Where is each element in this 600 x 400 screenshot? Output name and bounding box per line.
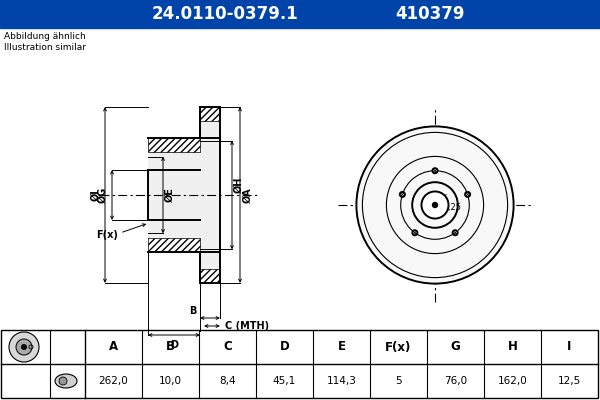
Text: F(x): F(x) [385, 340, 412, 354]
Circle shape [401, 171, 469, 239]
Text: 24.0110-0379.1: 24.0110-0379.1 [152, 5, 298, 23]
Text: 10,0: 10,0 [159, 376, 182, 386]
Text: Abbildung ähnlich: Abbildung ähnlich [4, 32, 86, 41]
Text: F(x): F(x) [96, 230, 118, 240]
Text: 45,1: 45,1 [273, 376, 296, 386]
Circle shape [59, 377, 67, 385]
Bar [0, 0, 600, 28]
Text: 410379: 410379 [395, 5, 465, 23]
Text: C: C [223, 340, 232, 354]
Circle shape [452, 230, 458, 235]
Circle shape [21, 344, 27, 350]
Circle shape [433, 202, 437, 208]
Text: 76,0: 76,0 [444, 376, 467, 386]
Circle shape [9, 332, 39, 362]
Text: 114,3: 114,3 [326, 376, 356, 386]
Text: ØH: ØH [234, 177, 244, 193]
Bar [148, 138, 200, 152]
Ellipse shape [55, 374, 77, 388]
Text: 262,0: 262,0 [98, 376, 128, 386]
Text: ØA: ØA [243, 187, 253, 203]
Text: 5: 5 [395, 376, 402, 386]
Text: 8,4: 8,4 [219, 376, 236, 386]
Text: ØE: ØE [165, 188, 175, 202]
Bar [200, 269, 220, 283]
Bar [200, 107, 220, 121]
Circle shape [400, 192, 405, 197]
Circle shape [412, 230, 418, 235]
Text: A: A [109, 340, 118, 354]
Text: 2x
M8x1,25: 2x M8x1,25 [425, 192, 461, 212]
Circle shape [465, 192, 470, 197]
Text: G: G [451, 340, 460, 354]
Bar [148, 238, 200, 252]
Circle shape [421, 192, 449, 218]
Text: D: D [280, 340, 289, 354]
Text: C (MTH): C (MTH) [225, 321, 269, 331]
Bar [200, 107, 220, 283]
Circle shape [362, 132, 508, 278]
Text: D: D [170, 340, 178, 350]
Circle shape [16, 339, 32, 355]
Text: 162,0: 162,0 [497, 376, 527, 386]
Bar [1, 330, 598, 398]
Circle shape [412, 182, 458, 228]
Text: 12,5: 12,5 [558, 376, 581, 386]
Bar [148, 138, 200, 252]
Circle shape [433, 168, 437, 173]
Text: B: B [190, 306, 197, 316]
Text: E: E [337, 340, 346, 354]
Circle shape [386, 156, 484, 254]
Text: I: I [568, 340, 572, 354]
Text: H: H [508, 340, 517, 354]
Text: ØG: ØG [98, 187, 108, 203]
Circle shape [356, 126, 514, 284]
Text: Illustration similar: Illustration similar [4, 43, 86, 52]
Text: ØI: ØI [91, 189, 101, 201]
Text: B: B [166, 340, 175, 354]
